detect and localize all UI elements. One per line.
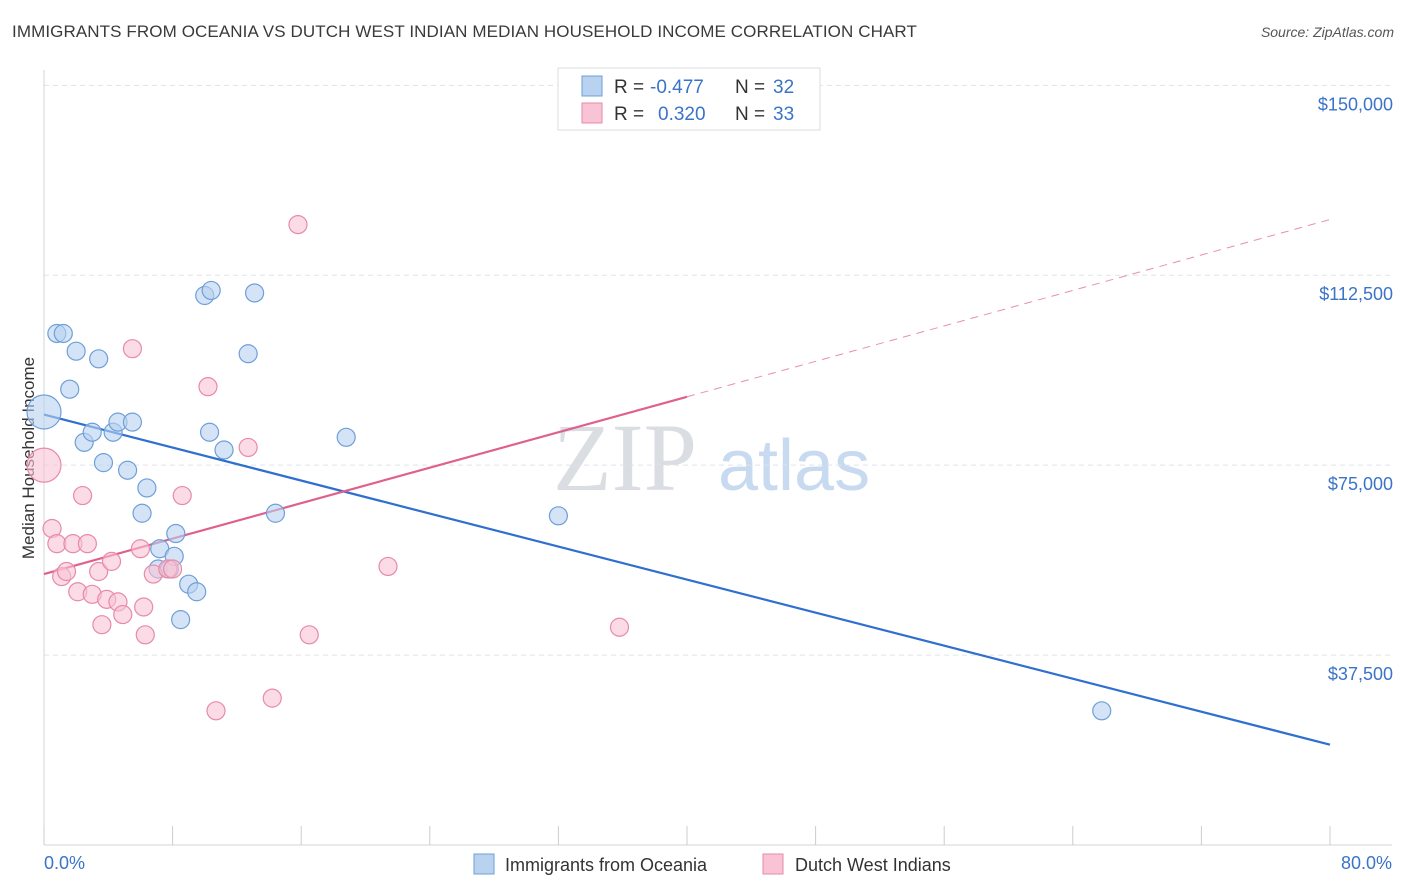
data-point-pink [299,625,319,645]
legend-swatch-blue [581,75,603,97]
trend-line-blue [43,413,1331,746]
data-point-pink [378,556,398,577]
data-point-blue [1092,701,1112,721]
data-point-pink [89,561,109,582]
chart-source: Source: ZipAtlas.com [1260,24,1394,40]
data-point-blue [89,349,109,369]
data-point-blue [336,427,356,447]
data-point-pink [288,214,308,235]
x-ticks [43,826,1331,845]
data-point-pink [262,688,282,708]
data-point-blue [171,610,191,630]
legend-n-label-blue: N = [735,77,765,98]
data-point-blue [93,453,114,473]
data-point-blue [199,422,220,442]
data-point-pink [135,625,155,645]
data-point-blue [244,283,265,303]
series-label-dutch-west-indians: Dutch West Indians [795,855,951,875]
data-point-blue [187,582,207,602]
legend-swatch-pink [581,102,603,124]
series-legend: Immigrants from Oceania Dutch West India… [473,853,951,875]
y-tick-label: $37,500 [1328,664,1393,684]
watermark-zip: ZIP [553,404,697,511]
data-point-pink [134,597,154,617]
x-tick-label-min: 0.0% [44,853,85,873]
data-point-pink [92,615,112,635]
data-point-pink [122,339,143,359]
data-point-pink [77,534,98,554]
y-tick-labels: $37,500 $75,000 $112,500 $150,000 [1318,94,1393,684]
data-point-blue [238,344,258,364]
legend-r-value-blue: -0.477 [650,77,704,98]
data-point-pink [238,437,258,458]
data-points [26,111,1112,721]
chart-title: IMMIGRANTS FROM OCEANIA VS DUTCH WEST IN… [12,22,917,41]
data-point-pink [163,559,183,579]
y-tick-label: $150,000 [1318,94,1393,114]
data-point-pink [113,604,133,625]
watermark-atlas: atlas [718,426,870,506]
series-swatch-dutch-west-indians [762,853,784,875]
legend-r-label-pink: R = [614,104,644,125]
series-label-oceania: Immigrants from Oceania [505,855,708,875]
data-point-blue [214,440,234,460]
grid-lines [44,84,1392,656]
data-point-blue [548,506,569,526]
watermark: ZIP atlas [553,404,870,511]
data-point-pink [198,377,218,397]
data-point-pink [72,485,93,506]
y-tick-label: $112,500 [1319,284,1393,304]
data-point-blue [265,503,286,523]
legend-n-value-blue: 32 [773,77,794,98]
data-point-pink [130,539,151,559]
series-swatch-oceania [473,853,495,875]
data-point-pink [101,551,122,571]
data-point-pink [56,561,77,582]
y-tick-label: $75,000 [1328,474,1393,494]
data-point-blue [166,523,186,544]
data-point-blue [122,412,143,432]
data-point-pink [26,447,62,483]
legend-r-value-pink: 0.320 [658,104,706,125]
data-point-blue [201,280,221,301]
data-point-blue [53,323,73,344]
data-point-blue [60,379,80,399]
x-tick-label-max: 80.0% [1341,853,1392,873]
trend-line-extension-pink [686,219,1331,398]
legend-n-label-pink: N = [735,104,765,125]
data-point-blue [137,478,157,498]
legend-n-value-pink: 33 [773,104,794,125]
data-point-blue [66,341,86,361]
data-point-pink [172,485,192,506]
correlation-legend: R = -0.477 N = 32 R = 0.320 N = 33 [557,67,821,131]
data-point-blue [117,460,138,480]
data-point-blue [26,394,62,430]
data-point-blue [132,503,152,523]
data-point-pink [206,701,226,721]
data-point-blue [82,422,102,442]
data-point-pink [609,617,630,637]
data-point-pink [47,534,67,554]
legend-r-label-blue: R = [614,77,644,98]
